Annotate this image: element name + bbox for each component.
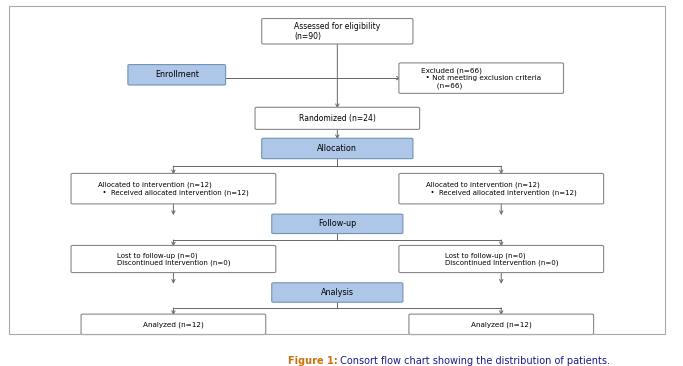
Text: Analyzed (n=12): Analyzed (n=12) [143, 321, 204, 328]
FancyBboxPatch shape [272, 214, 403, 234]
FancyBboxPatch shape [255, 107, 419, 130]
FancyBboxPatch shape [128, 64, 225, 85]
Text: Allocated to intervention (n=12)
  •  Received allocated intervention (n=12): Allocated to intervention (n=12) • Recei… [426, 182, 576, 196]
Text: Allocation: Allocation [318, 144, 357, 153]
Text: Follow-up: Follow-up [318, 219, 357, 228]
FancyBboxPatch shape [409, 314, 594, 335]
Text: Figure 1:: Figure 1: [288, 356, 337, 366]
Text: Excluded (n=66)
  • Not meeting exclusion criteria
       (n=66): Excluded (n=66) • Not meeting exclusion … [421, 68, 541, 89]
Text: Allocated to intervention (n=12)
  •  Received allocated intervention (n=12): Allocated to intervention (n=12) • Recei… [98, 182, 249, 196]
FancyBboxPatch shape [399, 173, 604, 204]
FancyBboxPatch shape [81, 314, 266, 335]
FancyBboxPatch shape [71, 246, 276, 273]
Text: Lost to follow-up (n=0)
Discontinued Intervention (n=0): Lost to follow-up (n=0) Discontinued Int… [117, 252, 230, 266]
Text: Randomized (n=24): Randomized (n=24) [299, 114, 376, 123]
FancyBboxPatch shape [262, 19, 413, 44]
FancyBboxPatch shape [399, 246, 604, 273]
Text: Assessed for eligibility
(n=90): Assessed for eligibility (n=90) [294, 22, 380, 41]
Text: Analyzed (n=12): Analyzed (n=12) [471, 321, 531, 328]
Text: Analysis: Analysis [321, 288, 354, 297]
FancyBboxPatch shape [71, 173, 276, 204]
Text: Consort flow chart showing the distribution of patients.: Consort flow chart showing the distribut… [337, 356, 611, 366]
FancyBboxPatch shape [399, 63, 563, 93]
FancyBboxPatch shape [272, 283, 403, 302]
Text: Enrollment: Enrollment [155, 70, 199, 79]
Text: Lost to follow-up (n=0)
Discontinued Intervention (n=0): Lost to follow-up (n=0) Discontinued Int… [445, 252, 558, 266]
FancyBboxPatch shape [262, 138, 413, 159]
